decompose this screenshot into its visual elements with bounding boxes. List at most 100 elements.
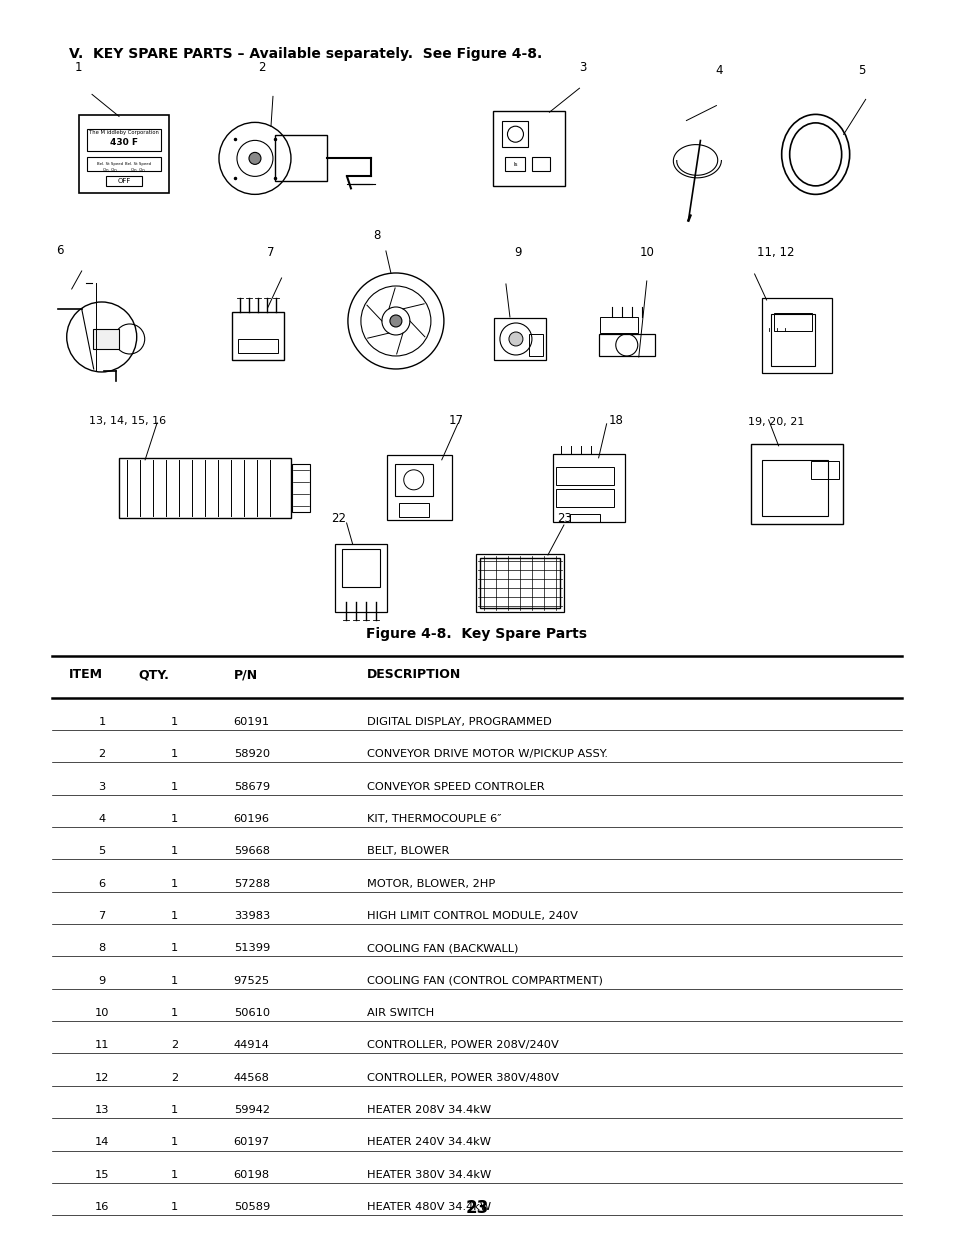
Bar (810, 461, 838, 479)
Text: 57288: 57288 (233, 878, 270, 889)
Text: 11, 12: 11, 12 (756, 246, 793, 259)
Text: CONTROLLER, POWER 208V/240V: CONTROLLER, POWER 208V/240V (367, 1040, 558, 1051)
Text: 50589: 50589 (233, 1202, 270, 1213)
Text: Figure 4-8.  Key Spare Parts: Figure 4-8. Key Spare Parts (366, 627, 587, 641)
Bar (274, 136, 327, 182)
Text: Bel. St Speed: Bel. St Speed (97, 162, 123, 167)
Bar (237, 338, 277, 353)
Bar (760, 459, 826, 516)
Text: 430 F: 430 F (110, 138, 138, 147)
Bar (760, 299, 831, 373)
Text: 9: 9 (98, 976, 106, 986)
Text: 8: 8 (373, 228, 380, 242)
Bar (79, 115, 169, 194)
Bar (569, 514, 599, 522)
Bar (552, 453, 624, 522)
Bar (92, 329, 118, 350)
Text: 18: 18 (608, 414, 623, 427)
Text: 1: 1 (171, 1137, 178, 1147)
Text: 1: 1 (171, 846, 178, 856)
Bar (335, 543, 386, 613)
Text: On  On: On On (103, 168, 117, 173)
Text: 59668: 59668 (233, 846, 270, 856)
Text: DIGITAL DISPLAY, PROGRAMMED: DIGITAL DISPLAY, PROGRAMMED (367, 716, 552, 727)
Circle shape (249, 152, 261, 164)
Text: HEATER 208V 34.4kW: HEATER 208V 34.4kW (367, 1105, 491, 1115)
Text: 58679: 58679 (233, 782, 270, 792)
Text: 4: 4 (98, 814, 106, 824)
Bar (494, 317, 545, 359)
Text: HEATER 480V 34.4kW: HEATER 480V 34.4kW (367, 1202, 491, 1213)
Text: OFF: OFF (117, 178, 131, 184)
Text: 50610: 50610 (233, 1008, 270, 1018)
Text: On  On: On On (131, 168, 145, 173)
Circle shape (390, 315, 401, 327)
Text: V.  KEY SPARE PARTS – Available separately.  See Figure 4-8.: V. KEY SPARE PARTS – Available separatel… (69, 47, 541, 61)
Text: 19, 20, 21: 19, 20, 21 (747, 417, 803, 427)
Text: HIGH LIMIT CONTROL MODULE, 240V: HIGH LIMIT CONTROL MODULE, 240V (367, 911, 578, 921)
Text: 6: 6 (56, 243, 64, 257)
Bar (555, 489, 613, 506)
Text: 51399: 51399 (233, 944, 270, 953)
Circle shape (508, 332, 522, 346)
Text: 44914: 44914 (233, 1040, 270, 1051)
Text: 44568: 44568 (233, 1073, 270, 1083)
Bar (598, 333, 654, 356)
Text: P/N: P/N (233, 668, 257, 682)
Text: KIT, THERMOCOUPLE 6″: KIT, THERMOCOUPLE 6″ (367, 814, 501, 824)
Text: 1: 1 (171, 782, 178, 792)
Text: 2: 2 (171, 1073, 178, 1083)
Bar (502, 121, 528, 147)
Text: HEATER 380V 34.4kW: HEATER 380V 34.4kW (367, 1170, 491, 1179)
Text: 6: 6 (98, 878, 106, 889)
Text: ITEM: ITEM (69, 668, 103, 682)
Text: 13, 14, 15, 16: 13, 14, 15, 16 (89, 416, 166, 426)
Text: 7: 7 (98, 911, 106, 921)
Bar (479, 558, 559, 608)
Text: 1: 1 (171, 1170, 178, 1179)
Bar (87, 130, 161, 152)
Ellipse shape (789, 122, 841, 186)
Text: COOLING FAN (BACKWALL): COOLING FAN (BACKWALL) (367, 944, 518, 953)
Text: 23: 23 (557, 511, 572, 525)
Bar (395, 464, 433, 495)
Text: 10: 10 (639, 246, 654, 259)
Bar (555, 467, 613, 485)
Bar (505, 157, 525, 172)
Text: 1: 1 (171, 1202, 178, 1213)
Bar (387, 456, 452, 520)
Text: 60198: 60198 (233, 1170, 270, 1179)
Text: MOTOR, BLOWER, 2HP: MOTOR, BLOWER, 2HP (367, 878, 495, 889)
Text: 60191: 60191 (233, 716, 270, 727)
Text: 3: 3 (98, 782, 106, 792)
Text: 17: 17 (448, 414, 463, 427)
Text: 2: 2 (171, 1040, 178, 1051)
Text: 11: 11 (94, 1040, 110, 1051)
Text: 3: 3 (578, 61, 586, 74)
Bar (770, 314, 814, 366)
Text: 4: 4 (715, 63, 722, 77)
Text: 8: 8 (98, 944, 106, 953)
Text: CONVEYOR DRIVE MOTOR W/PICKUP ASSY.: CONVEYOR DRIVE MOTOR W/PICKUP ASSY. (367, 750, 608, 760)
Text: 60197: 60197 (233, 1137, 270, 1147)
Text: 1: 1 (171, 814, 178, 824)
Text: 7: 7 (267, 246, 274, 259)
Bar (292, 464, 310, 511)
Bar (341, 550, 379, 587)
Bar (232, 312, 283, 359)
Text: COOLING FAN (CONTROL COMPARTMENT): COOLING FAN (CONTROL COMPARTMENT) (367, 976, 602, 986)
Bar (750, 443, 841, 524)
Text: Bel. St Speed: Bel. St Speed (125, 162, 151, 167)
Text: The M iddleby Corporation: The M iddleby Corporation (89, 130, 159, 135)
Text: 1: 1 (171, 716, 178, 727)
Text: 2: 2 (258, 61, 266, 74)
Text: QTY.: QTY. (138, 668, 169, 682)
Bar (599, 317, 638, 333)
Bar (87, 157, 161, 172)
Text: DESCRIPTION: DESCRIPTION (367, 668, 461, 682)
Text: 15: 15 (94, 1170, 110, 1179)
Text: CONVEYOR SPEED CONTROLER: CONVEYOR SPEED CONTROLER (367, 782, 544, 792)
Text: HEATER 240V 34.4kW: HEATER 240V 34.4kW (367, 1137, 491, 1147)
Text: 2: 2 (98, 750, 106, 760)
Text: Is: Is (513, 162, 517, 167)
